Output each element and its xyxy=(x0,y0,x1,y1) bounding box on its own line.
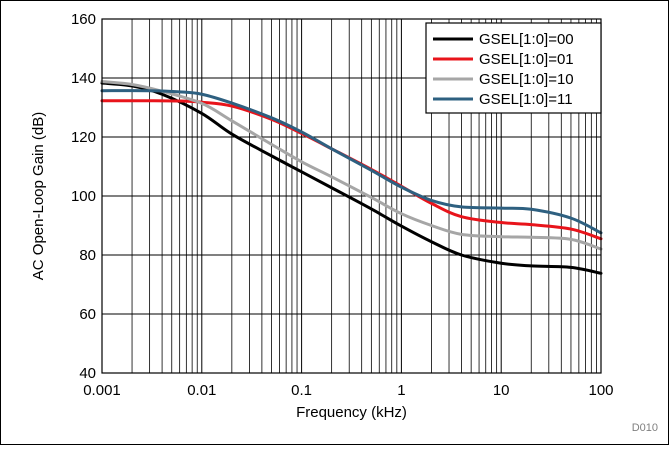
x-axis-label: Frequency (kHz) xyxy=(296,404,407,421)
plot-area-border xyxy=(101,18,602,374)
legend-label-1: GSEL[1:0]=01 xyxy=(479,51,574,68)
legend-label-0: GSEL[1:0]=00 xyxy=(479,31,574,48)
y-tick-label: 160 xyxy=(71,11,96,28)
legend-label-2: GSEL[1:0]=10 xyxy=(479,71,574,88)
series-line-3 xyxy=(100,89,603,235)
y-tick-label: 100 xyxy=(71,188,96,205)
y-tick-label: 120 xyxy=(71,129,96,146)
series-line-2 xyxy=(100,80,603,251)
x-tick-label: 10 xyxy=(493,382,510,399)
x-tick-label: 100 xyxy=(588,382,613,399)
series-layer xyxy=(100,80,603,275)
y-tick-label: 40 xyxy=(79,365,96,382)
series-line-1 xyxy=(100,99,603,241)
tick-labels: 0.001 0.01 0.1 1 10 100 40 60 80 100 120 140 160 xyxy=(71,11,614,399)
y-axis-label: AC Open-Loop Gain (dB) xyxy=(30,112,47,280)
y-tick-label: 80 xyxy=(79,247,96,264)
legend: GSEL[1:0]=00 GSEL[1:0]=01 GSEL[1:0]=10 GSEL… xyxy=(425,22,602,114)
series-line-0 xyxy=(100,81,603,275)
x-tick-label: 0.001 xyxy=(83,382,121,399)
x-tick-label: 1 xyxy=(397,382,405,399)
x-tick-label: 0.01 xyxy=(187,382,216,399)
figure-id-label: D010 xyxy=(631,422,658,434)
legend-label-3: GSEL[1:0]=11 xyxy=(479,91,573,108)
grid xyxy=(101,18,601,374)
y-tick-label: 140 xyxy=(71,70,96,87)
y-tick-label: 60 xyxy=(79,306,96,323)
x-tick-label: 0.1 xyxy=(291,382,312,399)
